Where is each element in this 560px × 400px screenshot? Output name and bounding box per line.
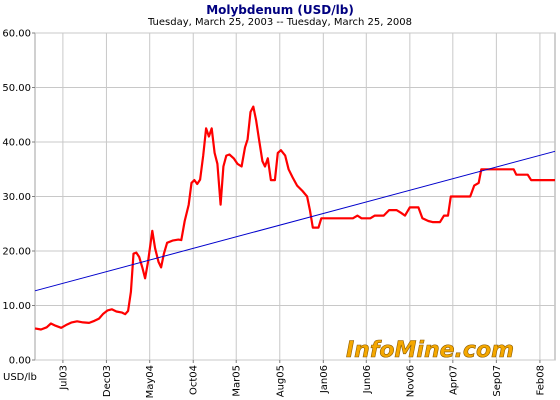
x-tick-label: Mar05 xyxy=(232,365,243,397)
x-tick-label: Sep07 xyxy=(492,365,503,397)
price-series-line xyxy=(34,105,555,331)
y-tick-label: 10.00 xyxy=(2,301,31,312)
x-tick-label: Oct04 xyxy=(189,365,200,395)
x-tick-label: Aug05 xyxy=(275,365,286,397)
x-tick-label: Dec03 xyxy=(102,365,113,397)
trend-line xyxy=(34,150,556,292)
x-tick-label: Jul03 xyxy=(58,365,69,391)
y-tick-label: 20.00 xyxy=(2,247,31,258)
y-tick-label: 40.00 xyxy=(2,138,31,149)
y-tick-label: 50.00 xyxy=(2,83,31,94)
watermark: InfoMine.com xyxy=(346,338,514,363)
chart-title: Molybdenum (USD/lb) xyxy=(206,3,354,17)
x-tick-labels: Jul03 Dec03 May04 Oct04 Mar05 Aug05 Jan06 Jun06… xyxy=(58,365,546,398)
y-tick-label: 0.00 xyxy=(9,356,31,367)
y-axis-label: USD/lb xyxy=(3,372,37,383)
y-tick-labels: 0.00 10.00 20.00 30.00 40.00 50.00 60.00 xyxy=(2,29,31,367)
y-tick-label: 30.00 xyxy=(2,192,31,203)
x-tick-label: Feb08 xyxy=(535,365,546,395)
chart-subtitle: Tuesday, March 25, 2003 -- Tuesday, Marc… xyxy=(147,17,413,28)
x-tick-label: Apr07 xyxy=(448,365,459,395)
x-tick-label: May04 xyxy=(145,365,156,398)
series-layer xyxy=(34,105,556,331)
x-tick-label: Jun06 xyxy=(362,365,373,394)
x-tick-label: Nov06 xyxy=(405,365,416,397)
y-tick-label: 60.00 xyxy=(2,29,31,40)
x-tick-label: Jan06 xyxy=(319,365,330,394)
